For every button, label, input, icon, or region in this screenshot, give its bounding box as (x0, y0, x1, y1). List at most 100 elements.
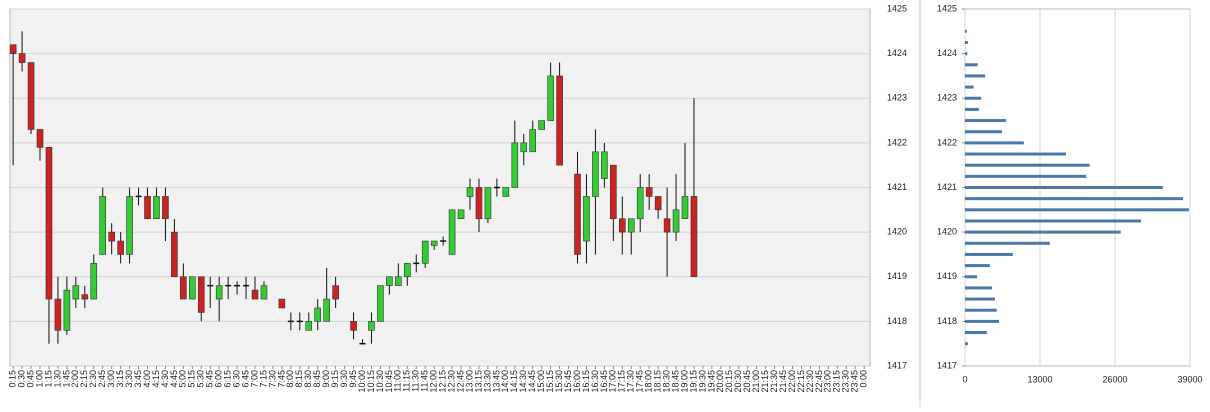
x-tick-label: 7:15 (258, 370, 268, 388)
x-tick-label: 0:15 (8, 370, 18, 388)
candle-body (305, 321, 313, 331)
x-tick-label: 15:00 (536, 370, 546, 393)
bar (965, 308, 997, 312)
x-tick-label: 20:00 (715, 370, 725, 393)
y-tick-label: 1419 (937, 271, 957, 281)
y-tick-label: 1420 (937, 227, 957, 237)
x-tick-label: 10:45 (384, 370, 394, 393)
candle-body (627, 218, 635, 233)
candle-body (278, 298, 286, 309)
y-tick-label: 1424 (937, 48, 957, 58)
candle-body (99, 196, 107, 255)
x-tick-label: 0 (962, 374, 967, 384)
candle-body (108, 231, 115, 242)
candle-body (350, 321, 357, 331)
x-tick-label: 21:15 (760, 370, 770, 393)
x-tick-label: 13:30 (482, 370, 492, 393)
candle-body (592, 151, 599, 197)
candle-body (663, 218, 671, 233)
bar (965, 197, 1184, 201)
bar (965, 286, 993, 290)
x-tick-label: 1:00 (34, 370, 44, 388)
y-tick-label: 1421 (937, 182, 957, 192)
bar (965, 331, 987, 335)
x-tick-label: 3:15 (115, 370, 125, 388)
candle-body (377, 285, 384, 322)
x-tick-label: 19:30 (697, 370, 707, 393)
x-tick-label: 21:30 (769, 370, 779, 393)
x-tick-label: 23:00 (823, 370, 833, 393)
x-tick-label: 0:30 (16, 370, 26, 388)
candle-body (36, 129, 44, 148)
x-tick-label: 3:00 (106, 370, 116, 388)
x-tick-label: 4:45 (169, 370, 179, 388)
x-tick-label: 13:15 (473, 370, 483, 393)
x-tick-label: 8:45 (312, 370, 322, 388)
x-tick-label: 20:15 (724, 370, 734, 393)
candle-body (538, 120, 545, 130)
candle-body (654, 196, 662, 211)
bar (965, 96, 982, 100)
candle-body (197, 276, 205, 313)
candle-body (475, 187, 483, 220)
candle-body (610, 164, 617, 220)
x-tick-label: 14:45 (527, 370, 537, 393)
bar (965, 208, 1189, 212)
candle-body (448, 209, 456, 255)
y-tick-label: 1423 (887, 93, 907, 103)
candle-body (421, 240, 429, 264)
x-tick-label: 18:15 (653, 370, 663, 393)
x-tick-label: 22:45 (814, 370, 824, 393)
bar (965, 275, 978, 279)
x-tick-label: 21:45 (778, 370, 788, 393)
x-tick-label: 2:45 (97, 370, 107, 388)
x-tick-label: 11:45 (420, 370, 430, 392)
candle-body (484, 187, 492, 220)
x-tick-label: 22:15 (796, 370, 806, 393)
candle-body (323, 298, 330, 322)
x-tick-label: 9:45 (348, 370, 358, 388)
candle-body (681, 196, 689, 220)
x-tick-label: 23:45 (850, 370, 860, 393)
x-tick-label: 6:00 (214, 370, 224, 388)
x-tick-label: 5:00 (178, 370, 188, 388)
x-tick-label: 5:15 (187, 370, 197, 388)
x-tick-label: 23:30 (841, 370, 851, 393)
x-tick-label: 8:00 (285, 370, 295, 388)
y-tick-label: 1423 (937, 93, 957, 103)
x-tick-label: 16:45 (599, 370, 609, 393)
candle-body (314, 307, 322, 322)
x-tick-label: 1:45 (61, 370, 71, 388)
candle-body (547, 75, 554, 121)
bar (965, 342, 968, 346)
x-tick-label: 12:15 (438, 370, 448, 393)
candle-body (260, 285, 268, 300)
x-tick-label: 12:30 (446, 370, 456, 393)
bar (965, 230, 1121, 234)
y-tick-label: 1418 (937, 316, 957, 326)
x-tick-label: 6:45 (240, 370, 250, 388)
x-tick-label: 6:15 (223, 370, 233, 388)
x-tick-label: 2:15 (79, 370, 89, 388)
bar (965, 85, 974, 89)
x-tick-label: 5:30 (196, 370, 206, 388)
x-tick-label: 17:15 (617, 370, 627, 393)
bar (965, 186, 1163, 189)
candle-body (466, 187, 474, 197)
x-tick-label: 16:00 (572, 370, 582, 393)
x-tick-label: 14:00 (500, 370, 510, 393)
bar (965, 264, 990, 268)
candle-body (9, 44, 17, 54)
candle-body (645, 187, 653, 197)
x-tick-label: 12:00 (429, 370, 439, 393)
x-tick-label: 1:30 (52, 370, 62, 388)
candle-body (162, 196, 169, 220)
y-tick-label: 1425 (937, 3, 957, 13)
candle-body (117, 240, 124, 255)
x-tick-label: 2:30 (88, 370, 98, 388)
candle-body (404, 263, 411, 278)
y-tick-label: 1418 (887, 316, 907, 326)
candle-body (529, 129, 537, 153)
x-tick-label: 3:30 (124, 370, 134, 388)
candle-body (386, 276, 393, 286)
